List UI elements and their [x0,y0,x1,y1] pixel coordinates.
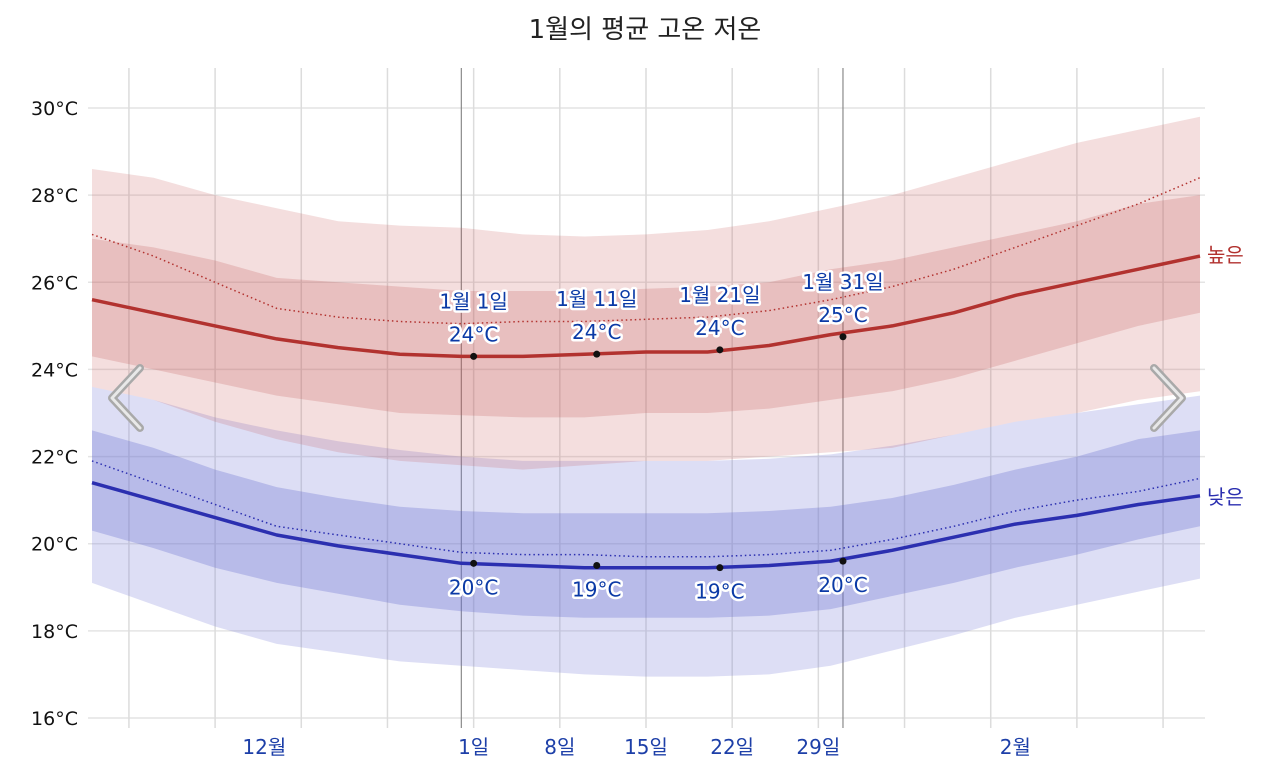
chart-title: 1월의 평균 고온 저온 [529,15,762,45]
high-point [839,333,847,341]
x-tick-label: 12월 [242,735,286,759]
low-value-label: 19°C [572,578,621,602]
high-point [716,346,724,354]
y-tick-label: 16°C [31,708,78,730]
y-tick-label: 18°C [31,621,78,643]
bands [92,116,1200,677]
x-tick-label: 1일 [458,735,489,759]
legend-high-label: 높은 [1207,243,1244,267]
x-tick-label: 22일 [710,735,754,759]
y-axis: 30°C 28°C 26°C 24°C 22°C 20°C 18°C 16°C [31,98,78,730]
x-tick-label: 29일 [796,735,840,759]
y-tick-label: 22°C [31,447,78,469]
high-value-label: 24°C [572,320,621,344]
high-date-label: 1월 21일 [679,283,760,307]
high-mean-line [91,254,1201,359]
low-outer-band [92,386,1200,677]
low-point [593,562,601,569]
high-point [470,352,478,360]
high-date-label: 1월 11일 [556,287,637,311]
y-tick-label: 24°C [31,359,78,381]
high-inner-band [92,195,1200,418]
y-tick-label: 30°C [31,98,78,120]
y-tick-label: 26°C [31,272,78,294]
x-tick-label: 15일 [624,735,668,759]
x-axis: 12월 1일 8일 15일 22일 29일 2월 [242,735,1030,759]
high-date-label: 1월 31일 [802,270,883,294]
prev-button[interactable] [100,360,150,440]
grid [88,68,1205,728]
low-value-label: 19°C [695,580,744,604]
low-point [839,557,847,565]
legend-low-label: 낮은 [1207,485,1244,509]
low-value-label: 20°C [818,573,867,597]
annotation-points: 1월 1일 24°C 1월 11일 24°C 1월 21일 24°C 1월 31일 25°C 2… [437,267,886,606]
high-date-label: 1월 1일 [439,289,508,313]
high-point [593,350,601,358]
high-outer-band [92,116,1200,470]
low-inner-band [92,430,1200,618]
high-dotted-line [91,177,1201,325]
x-tick-label: 2월 [1000,735,1031,759]
high-value-label: 24°C [449,322,498,346]
series-lines [91,177,1201,570]
low-point [716,564,724,572]
low-dotted-line [91,460,1201,558]
low-mean-line [91,481,1201,570]
x-tick-label: 8일 [544,735,575,759]
y-tick-label: 28°C [31,185,78,207]
high-value-label: 25°C [818,303,867,327]
y-tick-label: 20°C [31,534,78,556]
low-point [470,559,478,567]
high-value-label: 24°C [695,316,744,340]
low-value-label: 20°C [449,575,498,599]
next-button[interactable] [1140,360,1190,440]
